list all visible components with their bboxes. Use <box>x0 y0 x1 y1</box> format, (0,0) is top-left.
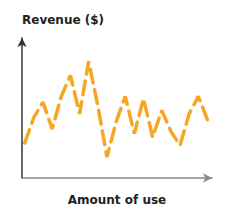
svg-text:Amount of use: Amount of use <box>68 193 167 207</box>
svg-text:Revenue ($): Revenue ($) <box>22 13 104 27</box>
